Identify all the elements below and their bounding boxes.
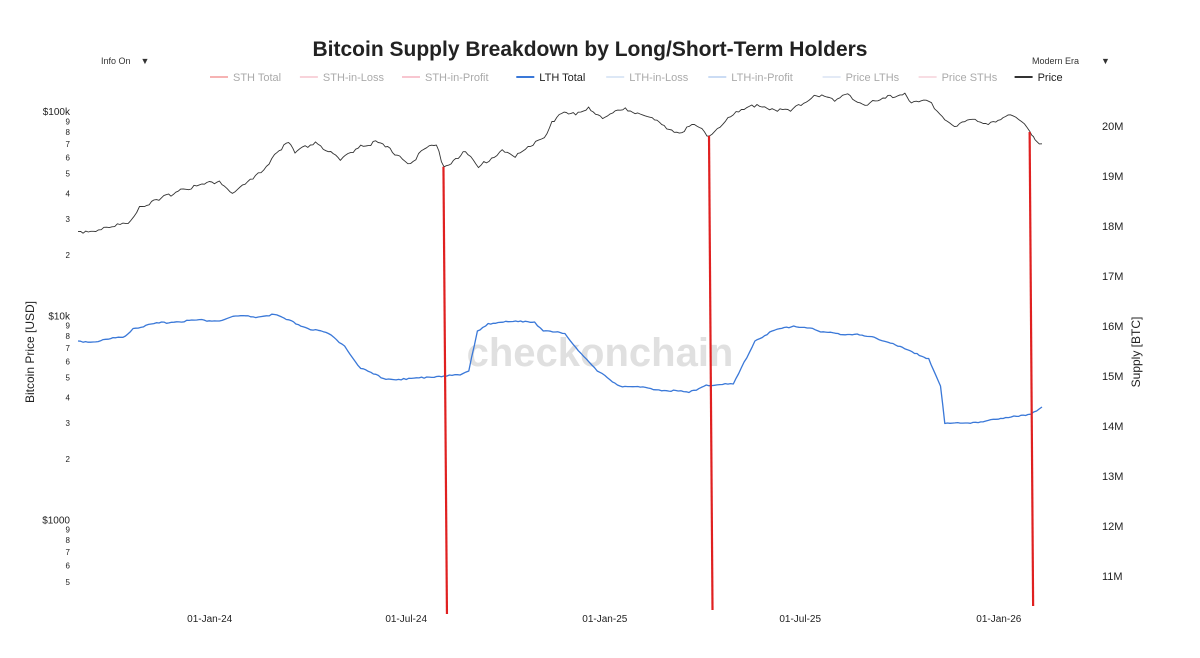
legend-label: STH Total [233,72,281,84]
y-right-tick-label: 12M [1102,521,1123,533]
era-label: Modern Era [1032,56,1080,66]
y-tick-label: 5 [66,170,71,179]
y-tick-label: 5 [66,578,71,587]
y-tick-label: 6 [66,562,71,571]
legend-item[interactable]: STH-in-Profit [402,72,489,84]
x-tick-label: 01-Jan-25 [582,614,627,625]
era-dropdown[interactable]: Modern Era ▼ [1032,56,1110,66]
x-axis: 01-Jan-24 01-Jul-24 01-Jan-25 01-Jul-25 01-J… [187,614,1022,625]
x-tick-label: 01-Jul-24 [385,614,427,625]
y-right-tick-label: 11M [1102,571,1123,583]
y-tick-label: 8 [66,332,71,341]
y-tick-label: 9 [66,118,71,127]
y-axis-right: 11M 12M 13M 14M 15M 16M 17M 18M 19M 20M [1102,121,1123,583]
chart-title: Bitcoin Supply Breakdown by Long/Short-T… [313,38,868,61]
info-toggle-label: Info On [101,56,131,66]
y-tick-label: 7 [66,140,71,149]
legend-item[interactable]: STH Total [210,72,281,84]
legend-label: LTH Total [539,72,585,84]
legend-label: Price STHs [942,72,998,84]
y-tick-label: 7 [66,548,71,557]
legend: STH Total STH-in-Loss STH-in-Profit LTH Tot… [210,72,1063,84]
y-right-tick-label: 16M [1102,321,1123,333]
legend-item[interactable]: LTH Total [516,72,585,84]
y-tick-label: 9 [66,526,71,535]
legend-item[interactable]: STH-in-Loss [299,72,385,84]
y-tick-label: 2 [66,251,71,260]
y-right-tick-label: 18M [1102,221,1123,233]
y-tick-label: 5 [66,374,71,383]
legend-label: Price LTHs [846,72,900,84]
y-tick-label: 6 [66,358,71,367]
y-tick-label: 2 [66,455,71,464]
info-toggle-dropdown[interactable]: Info On ▼ [101,56,149,66]
y-tick-label: 3 [66,419,71,428]
watermark: checkonchain [467,331,734,375]
y-right-tick-label: 19M [1102,171,1123,183]
legend-item[interactable]: Price [1014,72,1063,84]
y-tick-label: 4 [66,189,71,198]
chevron-down-icon: ▼ [1101,56,1110,66]
event-marker-line [442,166,449,615]
event-marker-line [707,135,714,611]
chevron-down-icon: ▼ [140,56,150,66]
y-tick-label: $100k [43,107,71,118]
legend-item[interactable]: Price STHs [918,72,998,84]
legend-label: STH-in-Loss [323,72,385,84]
y-right-tick-label: 13M [1102,471,1123,483]
legend-label: STH-in-Profit [425,72,489,84]
lth-total-line [77,313,1043,425]
legend-label: LTH-in-Loss [629,72,689,84]
event-marker-line [1028,131,1035,607]
x-tick-label: 01-Jan-26 [976,614,1021,625]
y-tick-label: 4 [66,393,71,402]
legend-item[interactable]: Price LTHs [822,72,900,84]
y-tick-label: 7 [66,344,71,353]
x-tick-label: 01-Jul-25 [779,614,821,625]
legend-label: LTH-in-Profit [731,72,793,84]
y-tick-label: 3 [66,215,71,224]
y-right-tick-label: 20M [1102,121,1123,133]
plot-area [77,92,1043,425]
y-tick-label: 8 [66,128,71,137]
legend-item[interactable]: LTH-in-Profit [708,72,793,84]
y-axis-left-label: Bitcoin Price [USD] [23,301,37,403]
y-tick-label: 9 [66,322,71,331]
legend-label: Price [1038,72,1063,84]
y-right-tick-label: 14M [1102,421,1123,433]
legend-item[interactable]: LTH-in-Loss [606,72,689,84]
y-tick-label: 8 [66,536,71,545]
y-tick-label: $10k [48,311,71,322]
y-tick-label: $1000 [42,515,70,526]
y-axis-right-label: Supply [BTC] [1129,317,1143,388]
annotations [442,131,1035,615]
price-line [77,92,1043,234]
y-right-tick-label: 17M [1102,271,1123,283]
y-tick-label: 6 [66,153,71,162]
x-tick-label: 01-Jan-24 [187,614,232,625]
y-right-tick-label: 15M [1102,371,1123,383]
